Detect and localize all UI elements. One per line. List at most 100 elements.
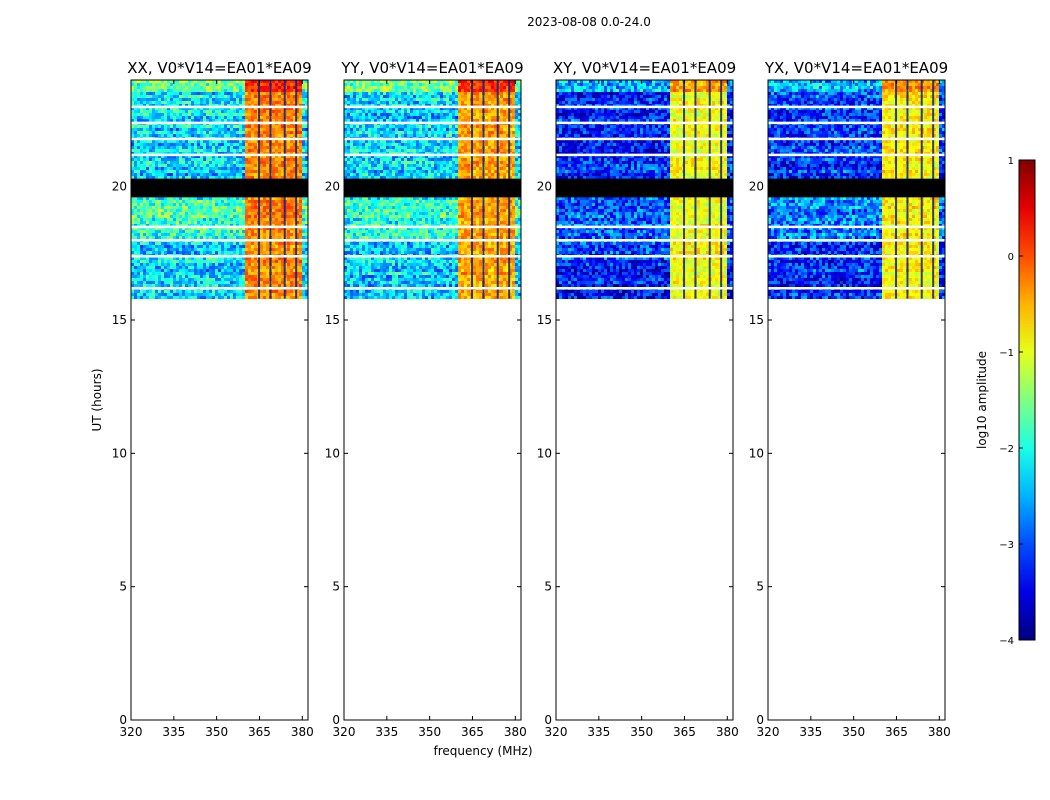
blank-time-gap [556, 137, 733, 141]
x-tick-label: 320 [333, 725, 356, 739]
blank-time-gap [556, 121, 733, 125]
blank-time-gap [344, 121, 521, 125]
colorbar: 1 0 −1 −2 −3 −4 log10 amplitude [975, 156, 1036, 647]
y-tick-label: 10 [325, 446, 340, 460]
axes-frame [767, 79, 946, 721]
heatmap-xx [131, 80, 308, 299]
panel-title: YX, V0*V14=EA01*EA09 [764, 59, 948, 77]
blank-time-gap [556, 239, 733, 242]
blank-time-gap [131, 225, 308, 229]
blank-time-gap [556, 153, 733, 157]
panel-xx: XX, V0*V14=EA01*EA09 320 335 350 365 380 0 5 10 1… [112, 59, 314, 739]
x-axis-label: frequency (MHz) [433, 744, 532, 758]
y-tick-label: 10 [749, 446, 764, 460]
x-tick-label: 320 [545, 725, 568, 739]
axes-frame [130, 79, 309, 721]
y-tick-label: 0 [544, 713, 552, 727]
colorbar-tick-label: −1 [999, 348, 1014, 359]
heatmap-yy [344, 80, 521, 299]
colorbar-tick-label: 1 [1008, 156, 1014, 167]
blank-time-gap [131, 153, 308, 157]
blank-time-gap [768, 239, 945, 242]
blank-time-gap [768, 225, 945, 229]
blank-time-gap [768, 153, 945, 157]
x-tick-label: 365 [673, 725, 696, 739]
blank-time-gap [344, 239, 521, 242]
x-tick-label: 380 [716, 725, 739, 739]
x-tick-label: 350 [842, 725, 865, 739]
y-tick-label: 20 [112, 180, 127, 194]
y-tick-label: 15 [112, 313, 127, 327]
blank-time-gap [131, 105, 308, 109]
blank-time-gap [131, 287, 308, 290]
blank-time-gap [768, 105, 945, 109]
blank-time-gap [768, 255, 945, 258]
panel-yy: YY, V0*V14=EA01*EA09 320 335 350 365 380 0 5 10 1… [325, 59, 527, 739]
colorbar-tick-label: −4 [999, 636, 1014, 647]
blank-time-gap [556, 255, 733, 258]
y-tick-label: 20 [537, 180, 552, 194]
panel-title: YY, V0*V14=EA01*EA09 [340, 59, 523, 77]
y-tick-label: 15 [325, 313, 340, 327]
y-tick-label: 15 [749, 313, 764, 327]
x-tick-label: 365 [248, 725, 271, 739]
heatmap-yx [768, 80, 945, 299]
panel-yx: YX, V0*V14=EA01*EA09 320 335 350 365 380 0 5 10 1… [749, 59, 951, 739]
panel-xy: XY, V0*V14=EA01*EA09 320 335 350 365 380 0 5 10 1… [537, 59, 739, 739]
flagged-time-band [344, 178, 521, 198]
blank-time-gap [131, 255, 308, 258]
figure-suptitle: 2023-08-08 0.0-24.0 [527, 15, 651, 29]
x-tick-label: 365 [461, 725, 484, 739]
colorbar-label: log10 amplitude [975, 351, 989, 449]
x-tick-label: 365 [885, 725, 908, 739]
y-tick-label: 5 [756, 580, 764, 594]
y-tick-label: 5 [544, 580, 552, 594]
axes-frame [555, 79, 734, 721]
blank-time-gap [344, 287, 521, 290]
colorbar-gradient [1018, 159, 1036, 641]
y-tick-label: 15 [537, 313, 552, 327]
blank-time-gap [344, 153, 521, 157]
x-tick-label: 380 [504, 725, 527, 739]
x-tick-label: 320 [120, 725, 143, 739]
x-tick-label: 350 [630, 725, 653, 739]
y-tick-label: 20 [325, 180, 340, 194]
x-tick-label: 335 [587, 725, 610, 739]
y-tick-label: 0 [119, 713, 127, 727]
flagged-time-band [131, 178, 308, 198]
y-tick-label: 5 [119, 580, 127, 594]
x-tick-label: 320 [757, 725, 780, 739]
x-tick-label: 350 [418, 725, 441, 739]
colorbar-tick-label: −3 [999, 540, 1014, 551]
blank-time-gap [344, 225, 521, 229]
y-tick-label: 0 [756, 713, 764, 727]
y-tick-label: 10 [537, 446, 552, 460]
blank-time-gap [556, 225, 733, 229]
blank-time-gap [768, 287, 945, 290]
y-tick-label: 0 [332, 713, 340, 727]
blank-time-gap [768, 121, 945, 125]
y-tick-label: 20 [749, 180, 764, 194]
colorbar-tick-label: −2 [999, 444, 1014, 455]
heatmap-xy [556, 80, 733, 299]
blank-time-gap [556, 287, 733, 290]
y-axis-label: UT (hours) [90, 368, 104, 431]
blank-time-gap [556, 105, 733, 109]
blank-time-gap [131, 239, 308, 242]
x-tick-label: 335 [799, 725, 822, 739]
x-tick-label: 380 [928, 725, 951, 739]
axes-frame [343, 79, 522, 721]
panel-title: XX, V0*V14=EA01*EA09 [127, 59, 311, 77]
x-tick-label: 380 [291, 725, 314, 739]
blank-time-gap [344, 137, 521, 141]
blank-time-gap [131, 121, 308, 125]
blank-time-gap [768, 137, 945, 141]
blank-time-gap [344, 105, 521, 109]
x-tick-label: 335 [162, 725, 185, 739]
flagged-time-band [556, 178, 733, 198]
x-tick-label: 350 [205, 725, 228, 739]
blank-time-gap [131, 137, 308, 141]
y-tick-label: 10 [112, 446, 127, 460]
x-tick-label: 335 [375, 725, 398, 739]
